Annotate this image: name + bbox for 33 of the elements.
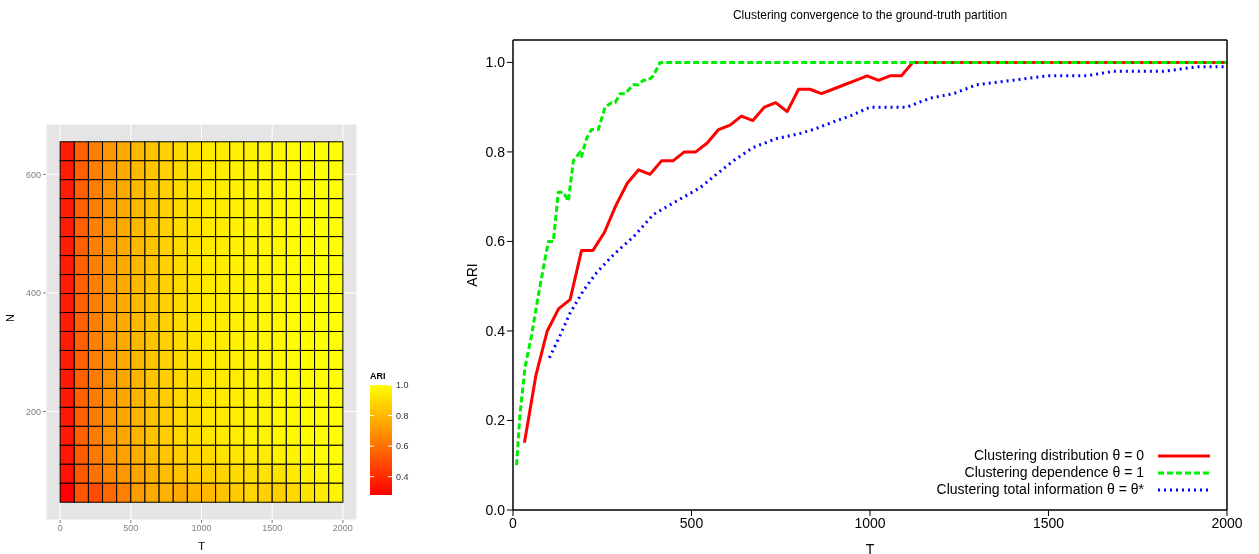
- x-axis-title: T: [198, 540, 206, 552]
- y-tick-label: 200: [25, 406, 41, 417]
- color-bar-label: 0.8: [396, 410, 409, 421]
- y-tick-label: 0.6: [485, 233, 506, 250]
- chart-title: Clustering convergence to the ground-truth partition: [731, 8, 1009, 22]
- y-tick-label: 0.0: [485, 501, 506, 518]
- y-tick-label: 400: [25, 288, 41, 299]
- x-tick-label: 1000: [191, 523, 212, 534]
- y-tick-label: 600: [25, 169, 41, 180]
- y-axis-title: N: [3, 314, 16, 322]
- legend-label: Clustering dependence θ = 1: [964, 464, 1144, 481]
- x-tick-label: 2000: [1211, 514, 1243, 531]
- x-tick-label: 500: [679, 514, 704, 531]
- legend-label: Clustering distribution θ = 0: [973, 447, 1144, 464]
- color-bar-title: ARI: [370, 371, 386, 381]
- x-tick-label: 1500: [1032, 514, 1065, 531]
- color-bar-label: 0.4: [396, 471, 409, 482]
- color-bar-label: 1.0: [396, 380, 409, 390]
- legend-label: Clustering total information θ = θ*: [936, 481, 1144, 498]
- y-tick-label: 0.4: [485, 322, 506, 339]
- x-tick-label: 1000: [854, 514, 886, 531]
- x-tick-label: 0: [509, 514, 518, 531]
- x-tick-label: 0: [57, 523, 63, 534]
- y-tick-label: 0.8: [485, 143, 506, 160]
- x-tick-label: 1500: [262, 523, 283, 534]
- line-series: [547, 65, 1227, 360]
- x-tick-label: 500: [123, 523, 139, 534]
- color-bar-label: 0.6: [396, 441, 409, 452]
- x-axis-title: T: [865, 541, 875, 554]
- y-tick-label: 0.2: [485, 412, 506, 429]
- y-axis-title: ARI: [463, 263, 480, 287]
- y-tick-label: 1.0: [485, 54, 506, 71]
- x-tick-label: 2000: [332, 523, 353, 534]
